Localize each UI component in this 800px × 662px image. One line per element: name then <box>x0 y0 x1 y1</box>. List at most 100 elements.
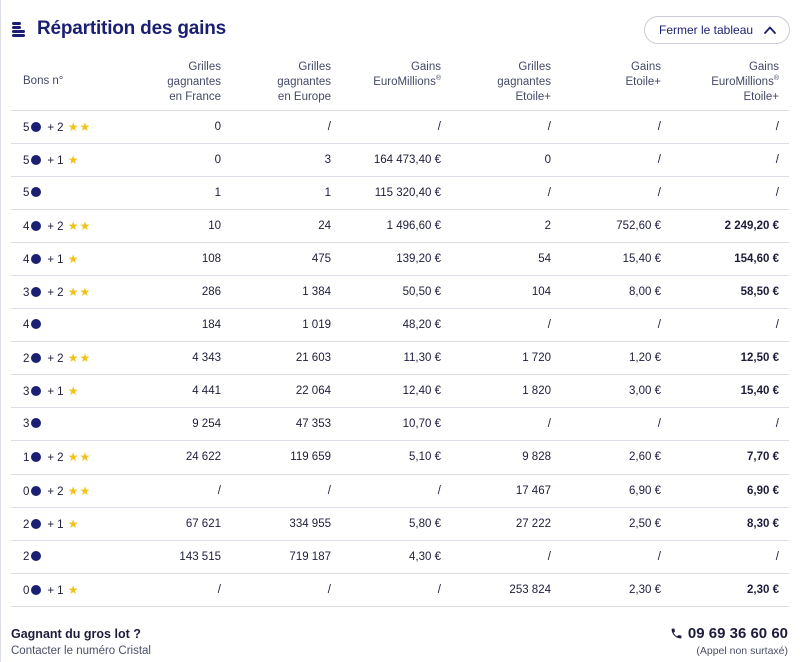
gain-etoile-plus: 6,90 € <box>629 484 661 497</box>
gain-total: 8,30 € <box>747 517 779 530</box>
table-row: 4 +2 ★★ 10 24 1 496,60 € 2 752,60 € 2 249,20 € <box>11 209 789 243</box>
winners-france: 9 254 <box>192 418 221 431</box>
gain-euromillions: 115 320,40 € <box>374 186 441 199</box>
gain-euromillions: 139,20 € <box>396 252 441 265</box>
phone-number: 09 69 36 60 60 <box>687 625 788 642</box>
combination-cell: 3 +1 ★ <box>11 375 121 408</box>
balls-count: 4 <box>23 319 30 332</box>
ball-icon <box>31 220 42 231</box>
column-header-line: Gains <box>748 61 779 73</box>
ball-icon <box>31 550 42 561</box>
gain-euromillions: 1 496,60 € <box>386 219 441 232</box>
column-header-gains-euromillions: Gains EuroMillions® <box>341 58 451 110</box>
table-row: 3 +2 ★★ 286 1 384 50,50 € 104 8,00 € 58,50 € <box>11 275 789 309</box>
table-row: 5 +2 ★★ 0 / / / / / <box>11 110 789 144</box>
balls-count: 0 <box>23 485 30 498</box>
page-title: Répartition des gains <box>37 18 227 39</box>
column-header-line: en Europe <box>277 91 331 103</box>
balls-count: 4 <box>23 220 30 233</box>
gain-etoile-plus: 15,40 € <box>622 252 661 265</box>
winners-etoile-plus: / <box>547 120 551 133</box>
star-icon: ★ <box>67 483 79 498</box>
gain-total: / <box>775 120 779 133</box>
winners-europe: 334 955 <box>289 517 331 530</box>
balls-count: 5 <box>23 186 30 199</box>
ball-icon <box>31 121 42 132</box>
column-header-line: Gains <box>630 61 661 73</box>
combination-cell: 4 +2 ★★ <box>11 209 121 242</box>
table-row: 1 +2 ★★ 24 622 119 659 5,10 € 9 828 2,60 € 7,70… <box>11 441 789 475</box>
table-header-row: Bons n° Grilles gagnantes en France Grilles g… <box>11 58 789 110</box>
plus-sign: + <box>47 485 55 498</box>
winners-france: 4 343 <box>192 352 221 365</box>
column-header-line: Gains <box>410 61 441 73</box>
gain-etoile-plus: 2,60 € <box>629 451 661 464</box>
gain-euromillions: 48,20 € <box>402 319 441 332</box>
plus-sign: + <box>47 452 55 465</box>
table-row: 2 +2 ★★ 4 343 21 603 11,30 €1 720 1,20 €12,50… <box>11 342 789 375</box>
phone-number-link[interactable]: 09 69 36 60 60 <box>670 625 788 642</box>
combination-cell: 4 +1 ★ <box>11 242 121 275</box>
star-icon: ★ <box>79 285 91 300</box>
ball-icon <box>31 287 42 298</box>
gain-euromillions: 5,80 € <box>409 517 441 530</box>
winners-etoile-plus: 2 <box>544 219 551 232</box>
ball-icon <box>31 518 42 529</box>
winners-europe: 21 603 <box>295 352 331 365</box>
table-row: 5 +1 ★ 0 3 164 473,40 € 0 / / <box>11 143 789 177</box>
winners-europe: 3 <box>324 153 331 166</box>
gain-euromillions: / <box>437 484 441 497</box>
close-table-button[interactable]: Fermer le tableau <box>644 16 790 44</box>
plus-sign: + <box>47 253 55 266</box>
jackpot-subtext: Contacter le numéro Cristal <box>11 645 151 657</box>
star-icon: ★ <box>79 119 91 134</box>
star-icon: ★ <box>67 582 79 597</box>
winners-europe: / <box>327 484 331 497</box>
stars-count: 1 <box>57 154 64 167</box>
winners-etoile-plus: / <box>547 186 551 199</box>
star-icon: ★ <box>67 152 79 167</box>
close-table-label: Fermer le tableau <box>659 23 754 37</box>
table-row: 0 +2 ★★ / / / 17 467 6,90 € 6,90 € <box>11 474 789 508</box>
balls-count: 2 <box>23 353 30 366</box>
star-icon: ★ <box>79 351 91 366</box>
column-header-line: Grilles <box>298 61 331 73</box>
combination-cell: 5 <box>11 176 121 209</box>
balls-count: 2 <box>23 550 30 563</box>
plus-sign: + <box>47 353 55 366</box>
stars-count: 1 <box>57 584 64 597</box>
column-header-line: gagnantes <box>167 76 221 88</box>
winners-france: 0 <box>214 120 221 133</box>
gain-total: 6,90 € <box>747 484 779 497</box>
plus-sign: + <box>47 220 55 233</box>
gain-etoile-plus: 752,60 € <box>616 219 661 232</box>
gain-total: 58,50 € <box>740 286 779 299</box>
gain-total: 12,50 € <box>740 352 779 365</box>
plus-sign: + <box>47 584 55 597</box>
combination-cell: 0 +1 ★ <box>11 573 121 606</box>
star-icon: ★ <box>67 285 79 300</box>
balls-count: 0 <box>23 584 30 597</box>
gain-etoile-plus: 2,30 € <box>629 583 661 596</box>
column-header-gains-etoile-plus: Gains Etoile+ <box>561 58 671 110</box>
stars-count: 2 <box>57 220 64 233</box>
winners-france: 143 515 <box>179 550 221 563</box>
table-row: 2 +1 ★ 67 621 334 955 5,80 € 27 222 2,50 € 8,30… <box>11 507 789 541</box>
gain-etoile-plus: / <box>657 120 661 133</box>
stars-count: 1 <box>57 253 64 266</box>
winners-etoile-plus: 27 222 <box>515 517 551 530</box>
gain-etoile-plus: / <box>657 153 661 166</box>
ball-icon <box>31 319 42 330</box>
column-header-line: Grilles <box>518 61 551 73</box>
column-header-bons: Bons n° <box>11 58 121 110</box>
column-header-line: Etoile+ <box>625 76 661 88</box>
ball-icon <box>31 253 42 264</box>
ball-icon <box>31 584 42 595</box>
column-header-line: gagnantes <box>497 76 551 88</box>
star-icon: ★ <box>67 450 79 465</box>
column-header-gains-total: Gains EuroMillions® Etoile+ <box>671 58 789 110</box>
winners-europe: 24 <box>318 219 331 232</box>
gain-etoile-plus: / <box>657 550 661 563</box>
gain-etoile-plus: 3,00 € <box>629 385 661 398</box>
